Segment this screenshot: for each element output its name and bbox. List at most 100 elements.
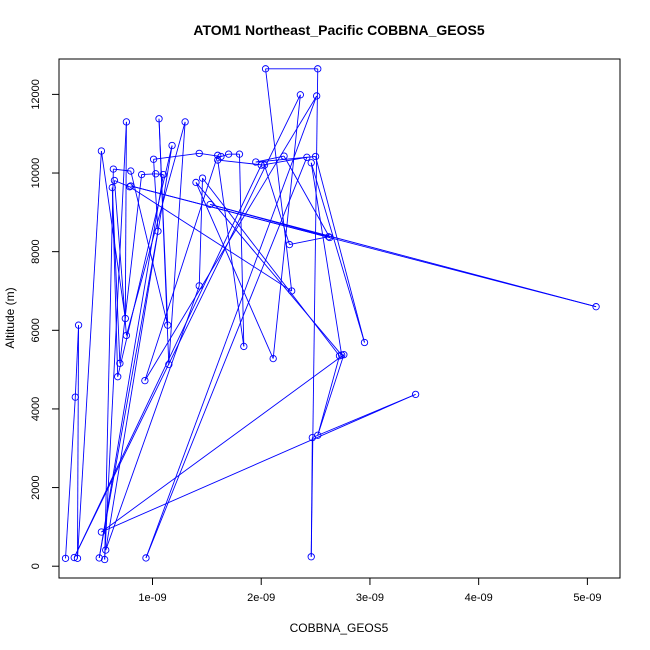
data-point bbox=[314, 65, 322, 73]
data-point bbox=[70, 553, 78, 562]
data-point bbox=[154, 227, 162, 235]
x-tick-label: 5e-09 bbox=[573, 592, 601, 604]
y-tick-label: 0 bbox=[30, 563, 42, 569]
series-segment bbox=[317, 355, 340, 436]
data-point bbox=[307, 553, 315, 561]
y-axis-label: Altitude (m) bbox=[3, 287, 17, 348]
data-point bbox=[224, 150, 233, 158]
data-point bbox=[214, 156, 222, 164]
series-segment bbox=[98, 231, 159, 559]
data-point bbox=[313, 92, 321, 100]
data-point bbox=[71, 393, 79, 401]
series-segment bbox=[144, 155, 219, 381]
data-point bbox=[326, 233, 334, 242]
data-point bbox=[285, 240, 294, 249]
series-segment bbox=[239, 154, 245, 347]
series-segment bbox=[74, 325, 80, 398]
data-point bbox=[261, 65, 270, 73]
plot-frame bbox=[58, 58, 621, 579]
y-tick-label: 8000 bbox=[30, 239, 42, 263]
series-segment bbox=[144, 95, 318, 381]
data-point bbox=[260, 161, 269, 169]
data-point bbox=[288, 287, 296, 295]
data-point bbox=[97, 147, 106, 155]
data-point bbox=[195, 282, 203, 290]
series-segment bbox=[111, 187, 121, 364]
series-segment bbox=[195, 182, 343, 356]
series-segment bbox=[101, 354, 345, 533]
series-segment bbox=[317, 354, 345, 436]
data-point bbox=[97, 528, 106, 536]
data-point bbox=[127, 182, 135, 190]
data-point bbox=[269, 354, 277, 363]
series-segment bbox=[310, 162, 365, 343]
x-tick-label: 2e-09 bbox=[247, 592, 275, 604]
series-segment bbox=[77, 325, 80, 559]
series-segment bbox=[202, 177, 340, 357]
data-point bbox=[122, 331, 131, 340]
x-tick-label: 3e-09 bbox=[356, 592, 384, 604]
data-point bbox=[280, 152, 288, 160]
series-segment bbox=[310, 162, 343, 356]
data-point bbox=[155, 115, 163, 123]
data-point bbox=[214, 151, 222, 159]
series-segment bbox=[98, 174, 164, 559]
data-point bbox=[314, 431, 322, 439]
data-point bbox=[192, 178, 200, 187]
series-segment bbox=[73, 94, 301, 558]
data-point bbox=[195, 149, 203, 158]
series-segment bbox=[158, 118, 170, 365]
series-segment bbox=[65, 397, 76, 559]
series-segment bbox=[289, 236, 329, 246]
series-segment bbox=[113, 180, 127, 336]
data-point bbox=[164, 321, 172, 329]
data-point bbox=[360, 338, 369, 347]
x-axis-label: COBBNA_GEOS5 bbox=[290, 621, 389, 635]
data-point bbox=[235, 150, 244, 158]
series-segment bbox=[105, 285, 200, 551]
series-segment bbox=[265, 68, 293, 292]
series-segment bbox=[153, 152, 200, 160]
data-point bbox=[109, 165, 118, 173]
data-point bbox=[240, 342, 248, 351]
series-segment bbox=[272, 94, 301, 359]
series-segment bbox=[168, 121, 186, 365]
data-point bbox=[126, 183, 134, 191]
data-point bbox=[181, 118, 189, 126]
data-point bbox=[252, 158, 260, 166]
data-point bbox=[149, 155, 158, 163]
data-point bbox=[102, 546, 110, 554]
chart-title: ATOM1 Northeast_Pacific COBBNA_GEOS5 bbox=[193, 22, 484, 38]
series-segment bbox=[283, 155, 331, 238]
series-segment bbox=[310, 437, 313, 557]
series-segment bbox=[145, 157, 308, 559]
series-segment bbox=[105, 145, 173, 551]
data-point bbox=[116, 359, 124, 367]
series-segment bbox=[315, 156, 365, 343]
data-point bbox=[168, 141, 176, 150]
series-segment bbox=[217, 159, 245, 347]
data-point bbox=[198, 174, 207, 182]
data-point bbox=[159, 170, 168, 179]
data-point bbox=[73, 554, 82, 562]
data-point bbox=[95, 554, 103, 562]
series-segment bbox=[141, 173, 156, 176]
data-point bbox=[338, 351, 346, 359]
series-segment bbox=[195, 182, 274, 359]
series-segment bbox=[130, 170, 169, 326]
series-segment bbox=[101, 393, 416, 533]
data-point bbox=[411, 390, 420, 399]
data-point bbox=[74, 321, 83, 329]
data-point bbox=[101, 555, 109, 564]
y-tick-label: 6000 bbox=[30, 318, 42, 342]
series-segment bbox=[77, 150, 102, 559]
series-segment bbox=[119, 174, 143, 364]
x-tick-label: 4e-09 bbox=[465, 592, 493, 604]
x-tick-label: 1e-09 bbox=[138, 592, 166, 604]
data-point bbox=[296, 91, 305, 99]
series-segment bbox=[217, 159, 265, 166]
data-point bbox=[108, 183, 116, 192]
data-point bbox=[122, 118, 131, 126]
